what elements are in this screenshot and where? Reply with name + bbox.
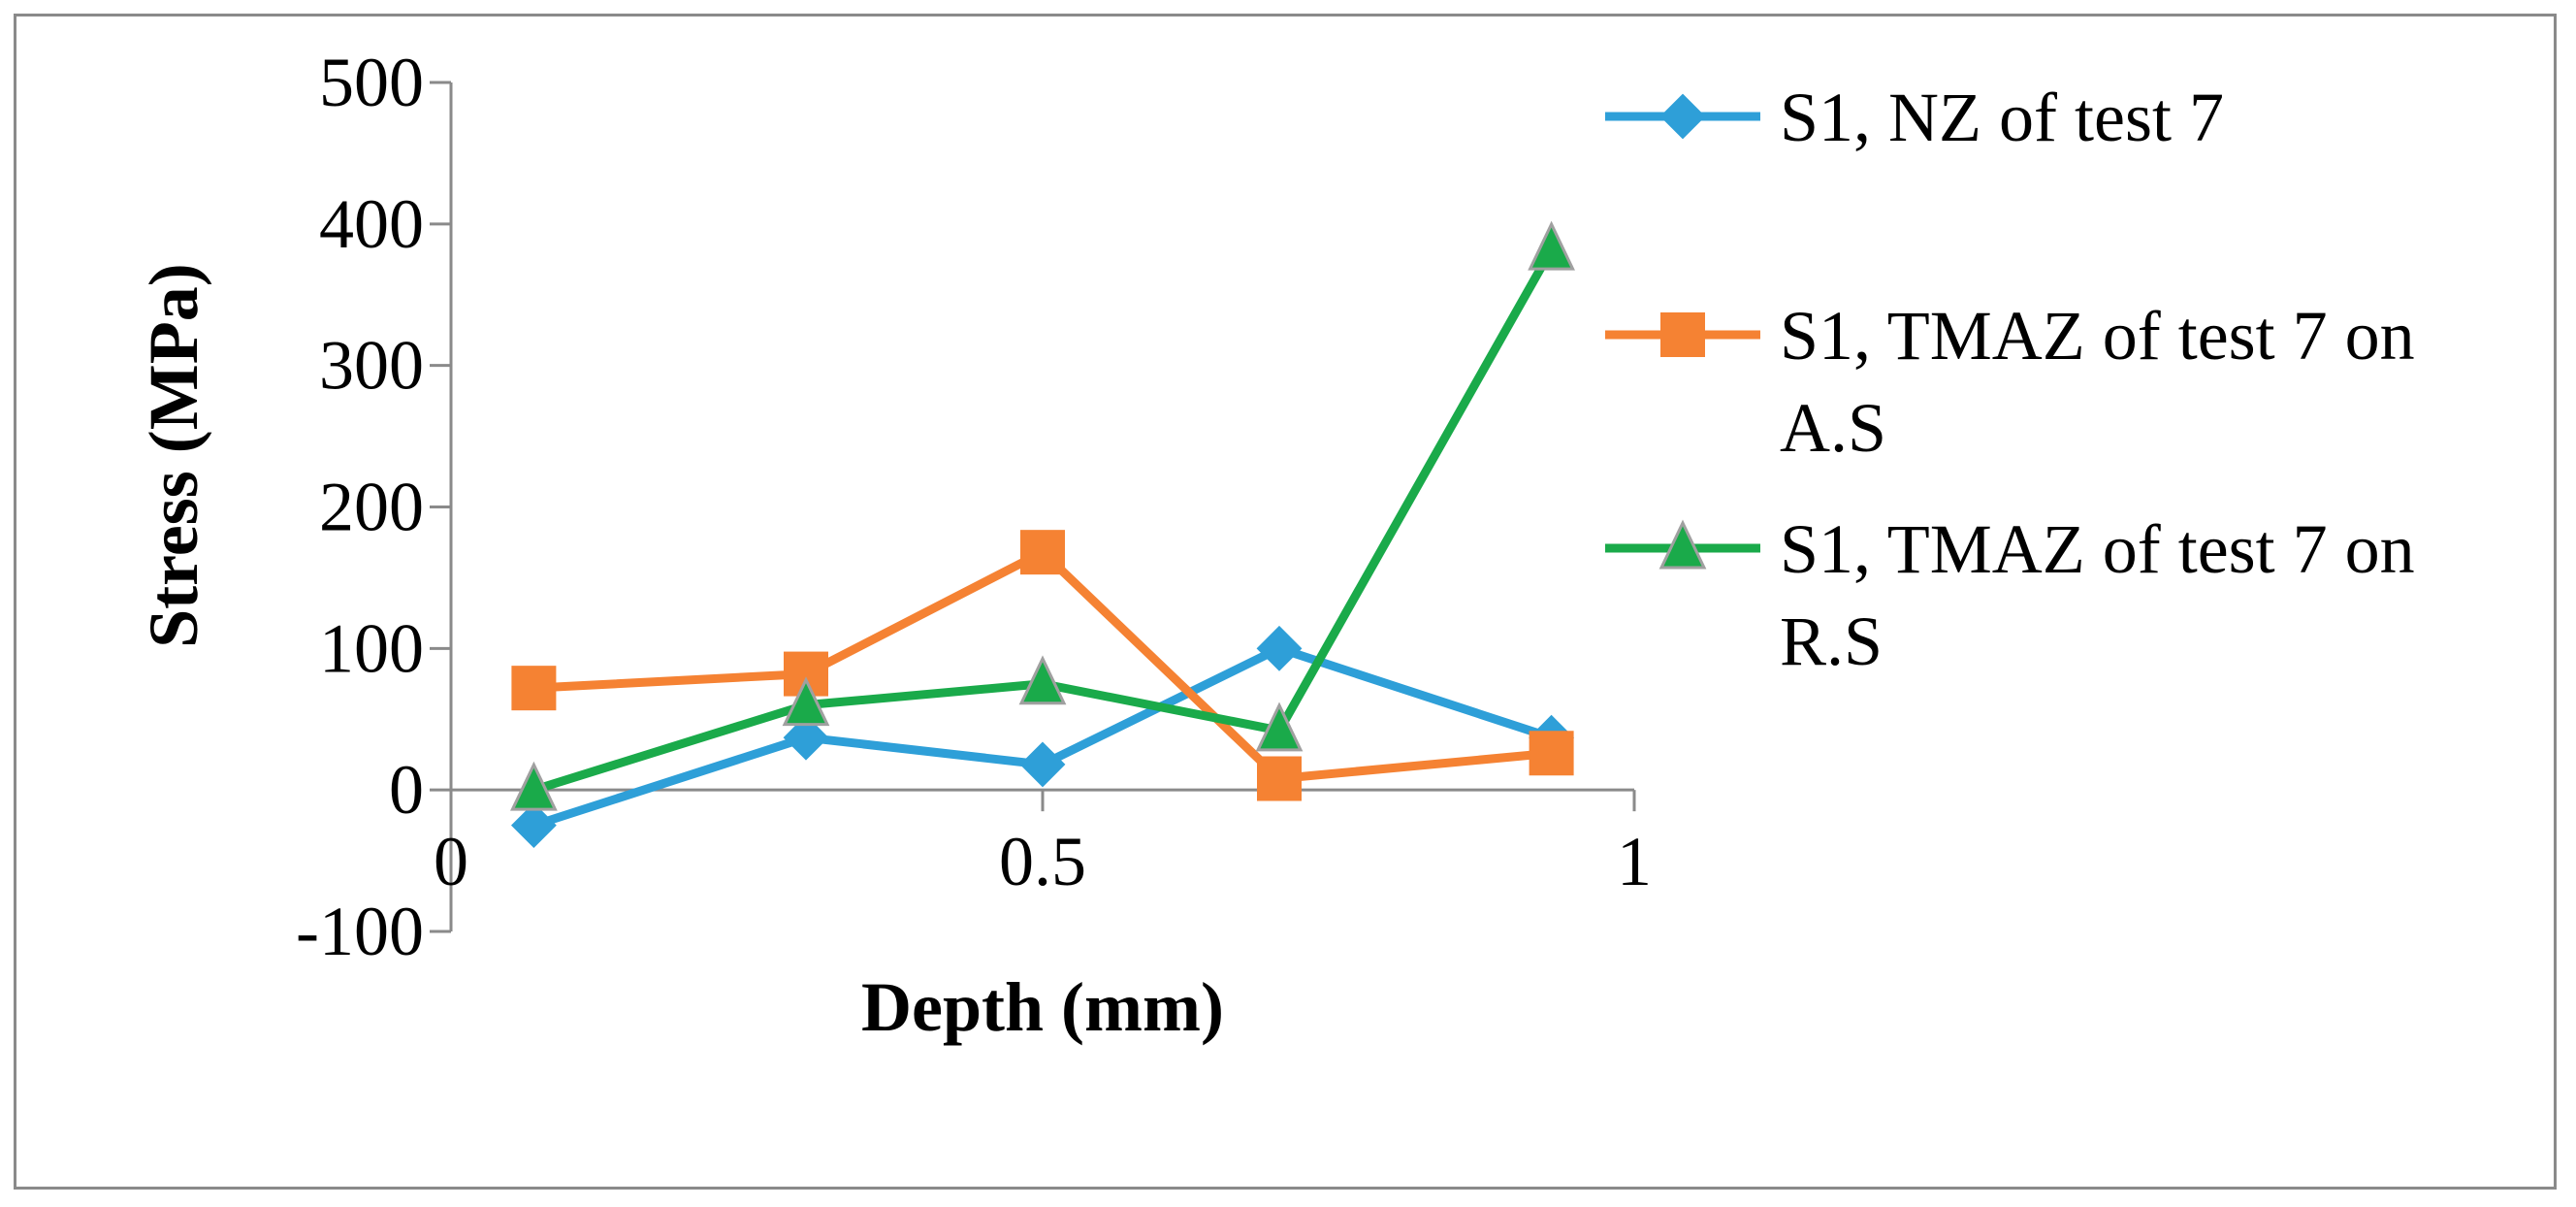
data-point-series-1: [1256, 625, 1303, 671]
data-point-series-3: [1528, 220, 1575, 271]
data-point-series-1: [1019, 741, 1066, 788]
y-tick-label: 300: [319, 327, 424, 405]
y-axis-title: Stress (MPa): [135, 263, 212, 648]
y-tick-label: -100: [296, 893, 424, 970]
y-tick-label: 200: [319, 469, 424, 546]
legend-marker-1: [1659, 93, 1706, 140]
data-point-series-3: [1255, 701, 1304, 752]
legend-marker-3: [1658, 519, 1707, 570]
legend-label-3: R.S: [1780, 603, 1883, 680]
legend-label-2: A.S: [1780, 389, 1886, 467]
y-tick-label: 100: [319, 609, 424, 687]
x-tick-label: 0: [434, 823, 468, 900]
series-line-3: [532, 246, 1556, 795]
data-point-series-3: [510, 761, 558, 811]
x-axis-title: Depth (mm): [861, 968, 1224, 1046]
data-point-series-1: [510, 802, 557, 849]
data-point-series-2: [1257, 756, 1302, 801]
data-point-series-3: [782, 676, 830, 727]
y-tick-label: 500: [319, 44, 424, 121]
legend-marker-2: [1660, 312, 1705, 357]
chart-frame: [14, 14, 2557, 1190]
x-tick-label: 1: [1617, 823, 1652, 900]
data-point-series-2: [1529, 731, 1574, 776]
data-point-series-2: [1020, 530, 1065, 575]
y-tick-label: 400: [319, 185, 424, 263]
legend: S1, NZ of test 7 S1, TMAZ of test 7 on A.S…: [1605, 79, 2415, 680]
x-tick-label: 0.5: [999, 823, 1086, 900]
legend-label-1: S1, NZ of test 7: [1780, 79, 2224, 156]
data-point-series-3: [1018, 655, 1067, 705]
series-layer: [510, 220, 1575, 849]
legend-label-3: S1, TMAZ of test 7 on: [1780, 510, 2415, 588]
y-tick-label: 0: [389, 751, 424, 829]
data-point-series-2: [511, 666, 557, 711]
legend-label-2: S1, TMAZ of test 7 on: [1780, 297, 2415, 375]
data-point-series-1: [783, 714, 829, 761]
